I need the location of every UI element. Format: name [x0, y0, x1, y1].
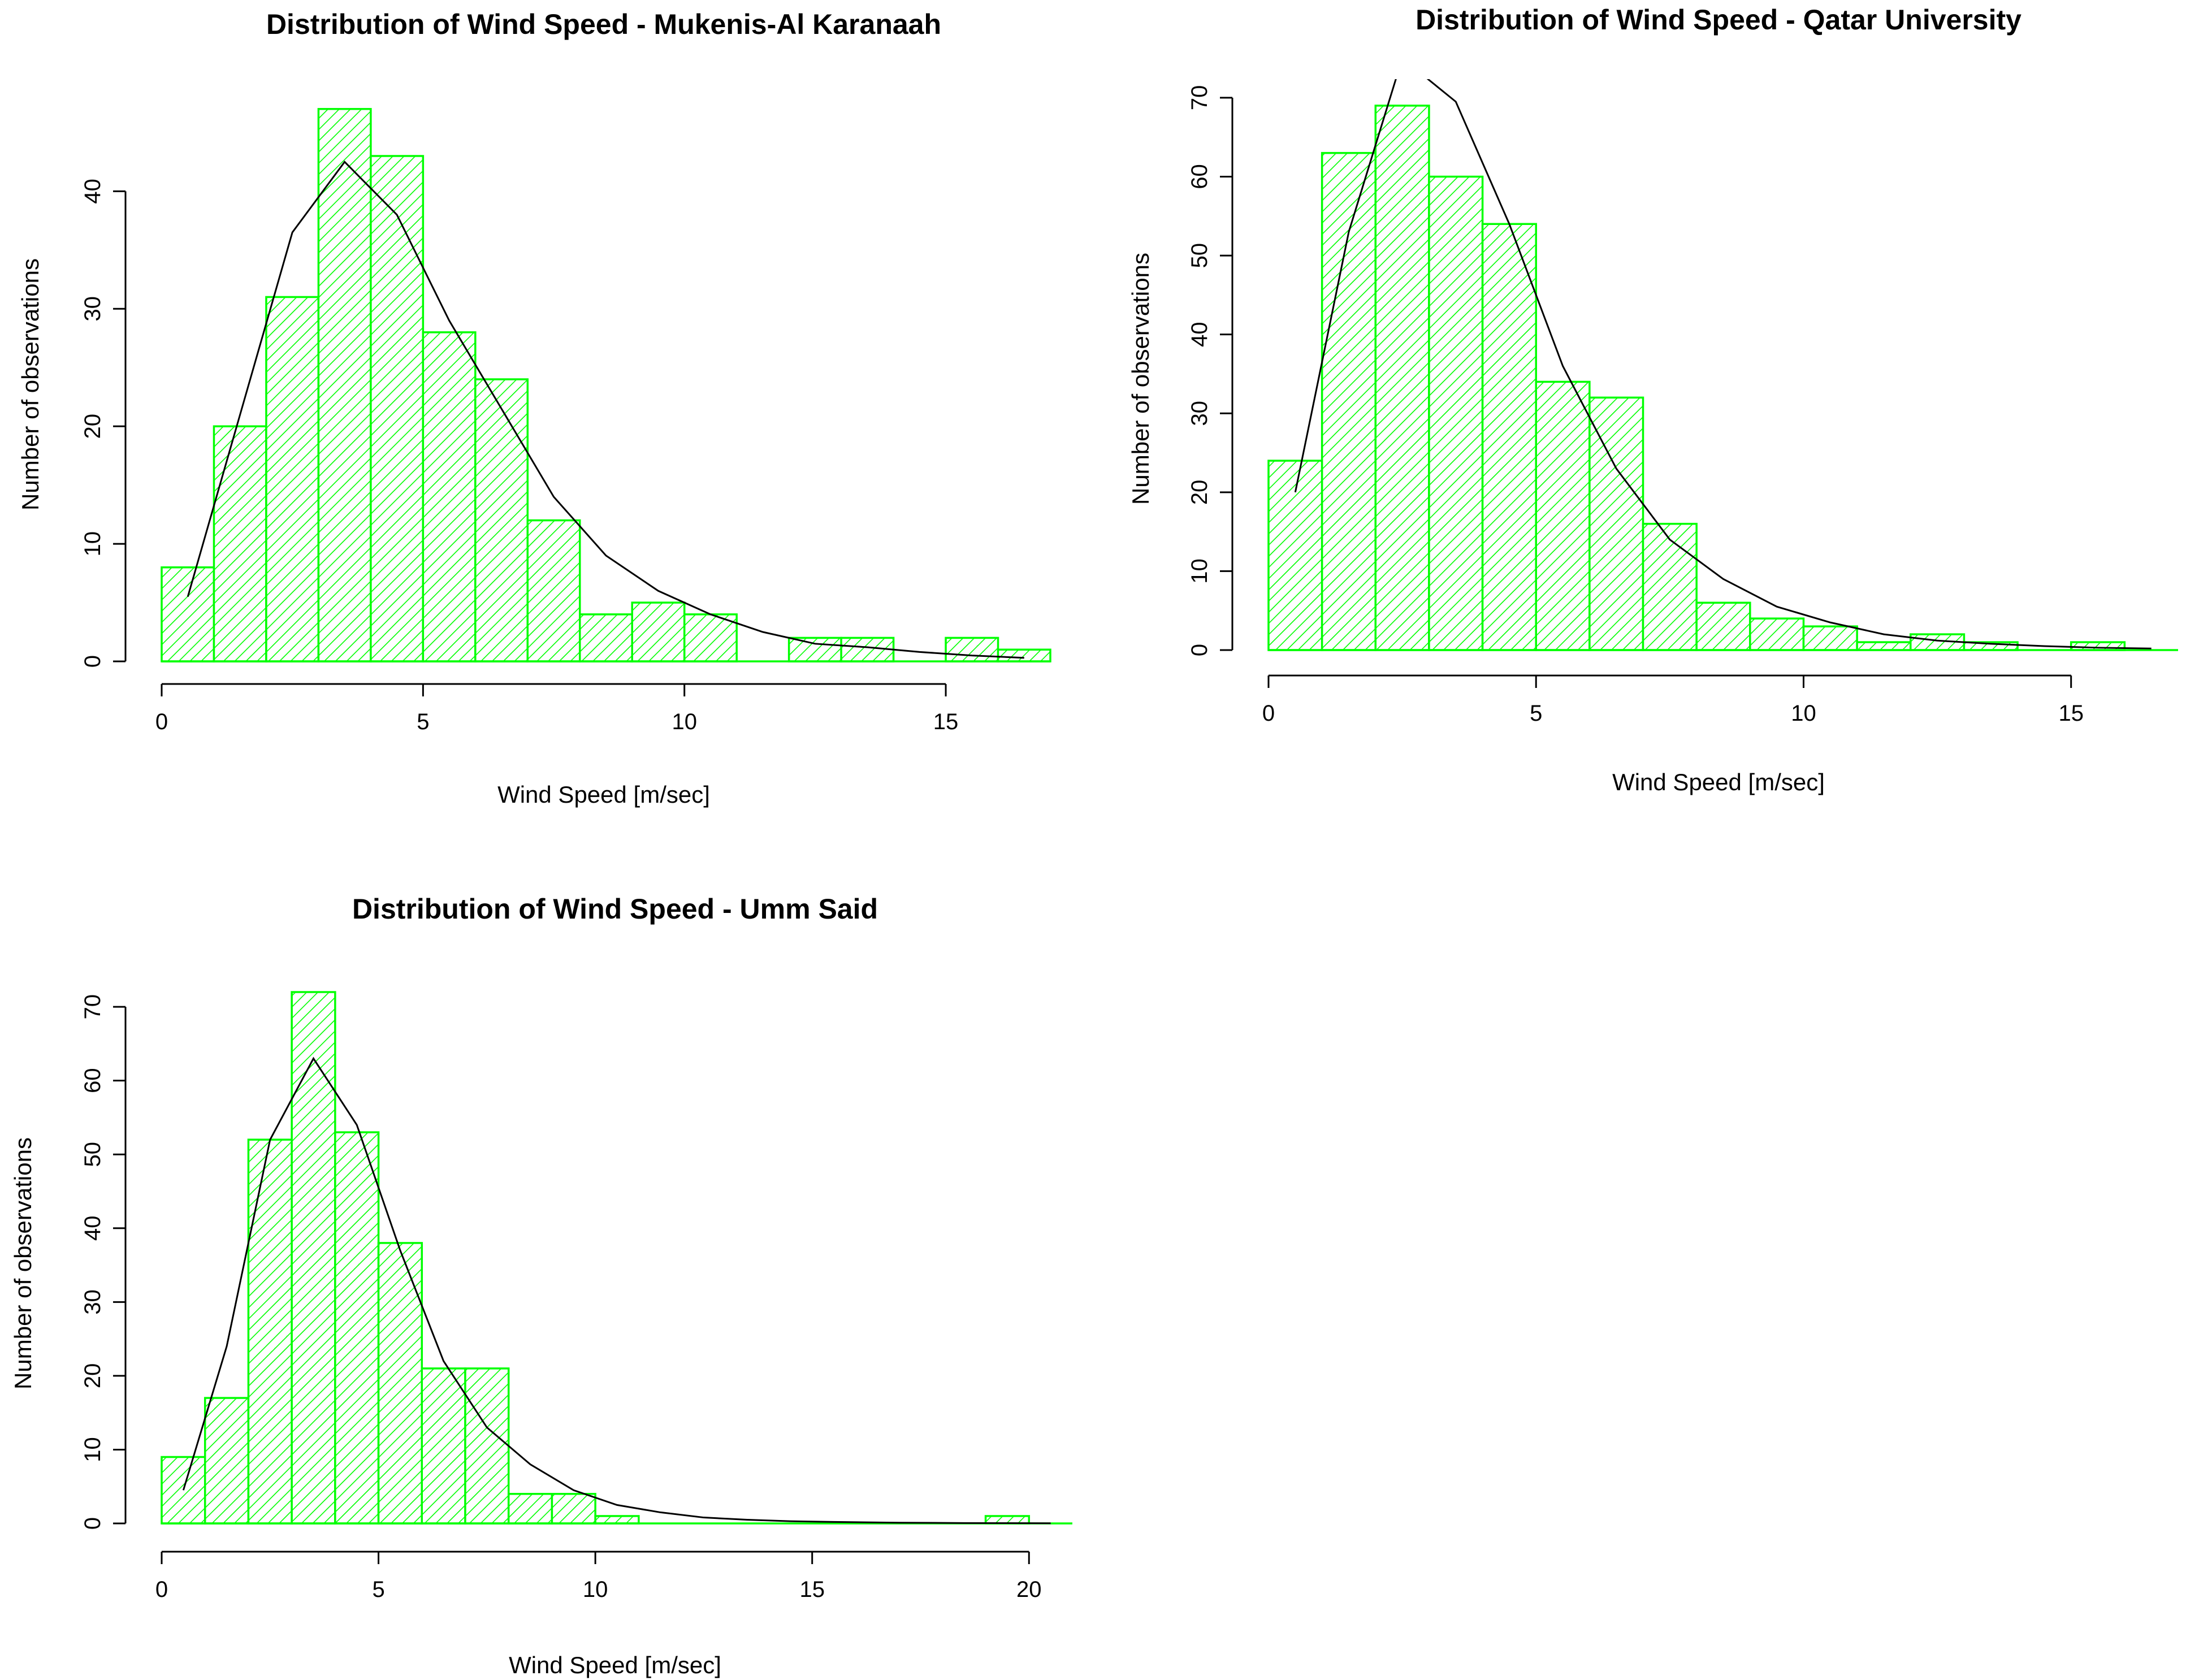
histogram-bar — [594, 1515, 640, 1525]
histogram-bar — [1749, 617, 1805, 651]
histogram-bar — [945, 637, 999, 663]
y-tick-label: 10 — [80, 531, 105, 557]
histogram-bar — [526, 519, 581, 663]
y-tick-label: 0 — [1187, 644, 1212, 656]
histogram-bar — [551, 1493, 596, 1525]
histogram-bar — [1588, 396, 1644, 651]
x-tick-label: 5 — [417, 709, 429, 734]
y-tick-label: 70 — [1187, 85, 1212, 111]
histogram-bar — [213, 425, 267, 663]
y-tick-label: 40 — [80, 1216, 105, 1241]
y-tick-label: 0 — [80, 1517, 105, 1530]
histogram-panel-umm-said: Distribution of Wind Speed - Umm Said Wi… — [10, 893, 1072, 1678]
x-tick-label: 0 — [1262, 701, 1275, 726]
histogram-bar — [1535, 380, 1591, 651]
histogram-bar — [204, 1397, 250, 1525]
density-curve-group — [182, 1057, 1051, 1525]
y-tick-label: 10 — [1187, 558, 1212, 584]
x-tick-label: 15 — [933, 709, 959, 734]
x-tick-label: 10 — [672, 709, 697, 734]
y-axis-label: Number of observations — [17, 258, 44, 510]
x-axis-label: Wind Speed [m/sec] — [497, 781, 710, 808]
histogram-bar — [474, 378, 529, 663]
y-tick-label: 0 — [80, 655, 105, 668]
chart-title: Distribution of Wind Speed - Qatar Unive… — [1416, 4, 2021, 36]
histogram-bar — [1428, 175, 1484, 651]
x-axis-label: Wind Speed [m/sec] — [509, 1652, 721, 1678]
axes: 0 5 10 15 20 0 10 20 30 40 50 60 70 — [80, 994, 1042, 1602]
histogram-bar — [507, 1493, 553, 1525]
chart-title: Distribution of Wind Speed - Umm Said — [352, 893, 878, 925]
y-tick-label: 50 — [80, 1142, 105, 1167]
histogram-bar — [1695, 601, 1751, 651]
x-tick-label: 5 — [1530, 701, 1542, 726]
histogram-bar — [787, 637, 842, 663]
x-tick-label: 0 — [155, 709, 168, 734]
density-curve-group — [187, 161, 1024, 659]
y-tick-label: 30 — [1187, 401, 1212, 426]
histogram-bar — [265, 296, 320, 663]
y-tick-label: 60 — [1187, 164, 1212, 189]
histogram-panel-qatar-university: Distribution of Wind Speed - Qatar Unive… — [1127, 4, 2178, 795]
y-tick-label: 20 — [1187, 480, 1212, 505]
y-tick-label: 60 — [80, 1068, 105, 1093]
y-tick-label: 40 — [80, 179, 105, 204]
bar-group — [161, 991, 1072, 1525]
histogram-bar — [464, 1367, 510, 1525]
x-tick-label: 0 — [155, 1577, 168, 1602]
x-tick-label: 15 — [799, 1577, 825, 1602]
histogram-bar — [161, 566, 215, 663]
y-tick-label: 20 — [80, 1363, 105, 1389]
y-axis-label: Number of observations — [10, 1137, 36, 1389]
x-tick-label: 20 — [1016, 1577, 1042, 1602]
y-tick-label: 20 — [80, 414, 105, 439]
x-tick-label: 15 — [2058, 701, 2084, 726]
histogram-bar — [1856, 641, 1912, 651]
y-axis-label: Number of observations — [1127, 253, 1154, 505]
bar-group — [161, 108, 1051, 663]
histogram-bar — [1321, 151, 1377, 651]
y-tick-label: 30 — [80, 296, 105, 322]
y-tick-label: 40 — [1187, 322, 1212, 347]
density-curve — [1294, 79, 2152, 650]
axes: 0 5 10 15 0 10 20 30 40 50 60 70 — [1187, 85, 2084, 726]
histogram-bar — [631, 601, 686, 663]
x-axis-label: Wind Speed [m/sec] — [1612, 769, 1825, 795]
histogram-bar — [1374, 105, 1430, 651]
histogram-bar — [370, 155, 425, 663]
histogram-bar — [317, 108, 372, 663]
density-curve — [182, 1057, 1051, 1525]
histogram-bar — [377, 1242, 423, 1525]
histogram-panel-mukenis: Distribution of Wind Speed - Mukenis-Al … — [17, 8, 1051, 808]
axes: 0 5 10 15 0 10 20 30 40 — [80, 179, 958, 734]
x-tick-label: 10 — [583, 1577, 608, 1602]
chart-title: Distribution of Wind Speed - Mukenis-Al … — [266, 8, 941, 40]
histogram-bar — [247, 1138, 293, 1525]
histogram-bar — [579, 613, 633, 663]
density-curve — [187, 161, 1024, 659]
x-tick-label: 10 — [1791, 701, 1816, 726]
y-tick-label: 70 — [80, 994, 105, 1020]
y-tick-label: 30 — [80, 1289, 105, 1315]
y-tick-label: 50 — [1187, 243, 1212, 269]
histogram-bar — [421, 1367, 466, 1525]
histogram-bar — [2070, 641, 2126, 651]
x-tick-label: 5 — [372, 1577, 384, 1602]
histogram-bar — [291, 991, 336, 1525]
y-tick-label: 10 — [80, 1437, 105, 1462]
density-curve-group — [1294, 79, 2152, 650]
histogram-bar — [422, 331, 477, 663]
histogram-bar — [1481, 223, 1537, 651]
histogram-bar — [334, 1131, 380, 1525]
histogram-bar — [997, 648, 1051, 663]
histogram-bar — [1642, 522, 1698, 651]
histogram-bar — [1802, 625, 1858, 651]
bar-group — [1267, 105, 2178, 651]
